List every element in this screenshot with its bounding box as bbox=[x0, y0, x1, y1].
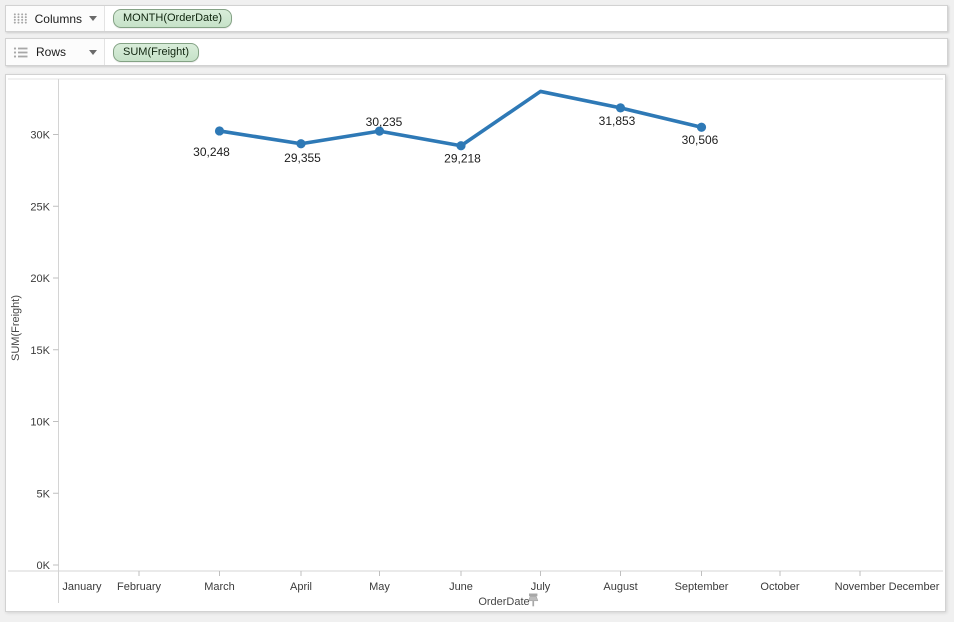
y-axis-tick-label: 0K bbox=[37, 560, 51, 572]
x-axis-month-label: June bbox=[449, 581, 473, 593]
y-axis-tick-label: 15K bbox=[30, 345, 50, 357]
columns-shelf-header[interactable]: Columns bbox=[6, 6, 105, 31]
chevron-down-icon[interactable] bbox=[89, 49, 97, 55]
y-axis-tick-label: 5K bbox=[37, 488, 51, 500]
x-axis-title: OrderDate bbox=[478, 596, 529, 608]
y-axis-tick-label: 30K bbox=[30, 130, 50, 142]
data-point-label: 30,506 bbox=[682, 133, 719, 147]
data-point-marker[interactable] bbox=[296, 139, 306, 149]
columns-pill-area: MONTH(OrderDate) bbox=[105, 6, 233, 31]
columns-grid-icon bbox=[13, 13, 27, 24]
x-axis-month-label: February bbox=[117, 581, 162, 593]
columns-shelf-label: Columns bbox=[34, 11, 82, 26]
y-axis-tick-label: 10K bbox=[30, 417, 50, 429]
data-point-label: 29,218 bbox=[444, 152, 481, 166]
y-axis-tick-label: 20K bbox=[30, 273, 50, 285]
rows-shelf: Rows SUM(Freight) bbox=[5, 38, 948, 66]
chevron-down-icon[interactable] bbox=[89, 16, 97, 21]
data-point-label: 31,853 bbox=[599, 114, 636, 128]
pill-month-orderdate[interactable]: MONTH(OrderDate) bbox=[113, 9, 233, 28]
data-point-marker[interactable] bbox=[615, 103, 626, 113]
data-point-label: 30,248 bbox=[193, 145, 230, 159]
rows-shelf-header[interactable]: Rows bbox=[6, 39, 105, 65]
rows-list-icon bbox=[13, 46, 28, 58]
data-point-marker[interactable] bbox=[456, 141, 466, 151]
y-axis-tick-label: 25K bbox=[30, 201, 50, 213]
rows-pill-area: SUM(Freight) bbox=[105, 39, 200, 65]
y-axis-title: SUM(Freight) bbox=[10, 295, 22, 361]
x-axis-month-label: July bbox=[531, 581, 551, 593]
x-axis-month-label: January bbox=[62, 581, 102, 593]
freight-line-chart: 0K 5K 10K 15K 20K 25K 30K January February March A… bbox=[8, 78, 943, 608]
pin-icon[interactable] bbox=[528, 593, 539, 607]
x-axis-month-label: December bbox=[889, 581, 940, 593]
rows-shelf-label: Rows bbox=[36, 45, 67, 59]
x-axis-month-label: August bbox=[603, 581, 637, 593]
columns-shelf: Columns MONTH(OrderDate) bbox=[5, 5, 948, 32]
x-axis-month-label: September bbox=[675, 581, 729, 593]
x-axis-month-label: March bbox=[204, 581, 235, 593]
x-axis-month-label: October bbox=[760, 581, 799, 593]
data-point-marker[interactable] bbox=[214, 126, 225, 136]
data-point-label: 30,235 bbox=[366, 115, 403, 129]
data-point-label: 29,355 bbox=[284, 151, 321, 165]
data-point-marker[interactable] bbox=[696, 122, 707, 132]
pill-sum-freight[interactable]: SUM(Freight) bbox=[113, 42, 200, 62]
x-axis-month-label: May bbox=[369, 581, 390, 593]
x-axis-month-label: April bbox=[290, 581, 312, 593]
chart-panel: 0K 5K 10K 15K 20K 25K 30K January February March A… bbox=[5, 74, 946, 612]
data-point-marker[interactable] bbox=[374, 126, 385, 136]
x-axis-month-label: November bbox=[835, 581, 886, 593]
